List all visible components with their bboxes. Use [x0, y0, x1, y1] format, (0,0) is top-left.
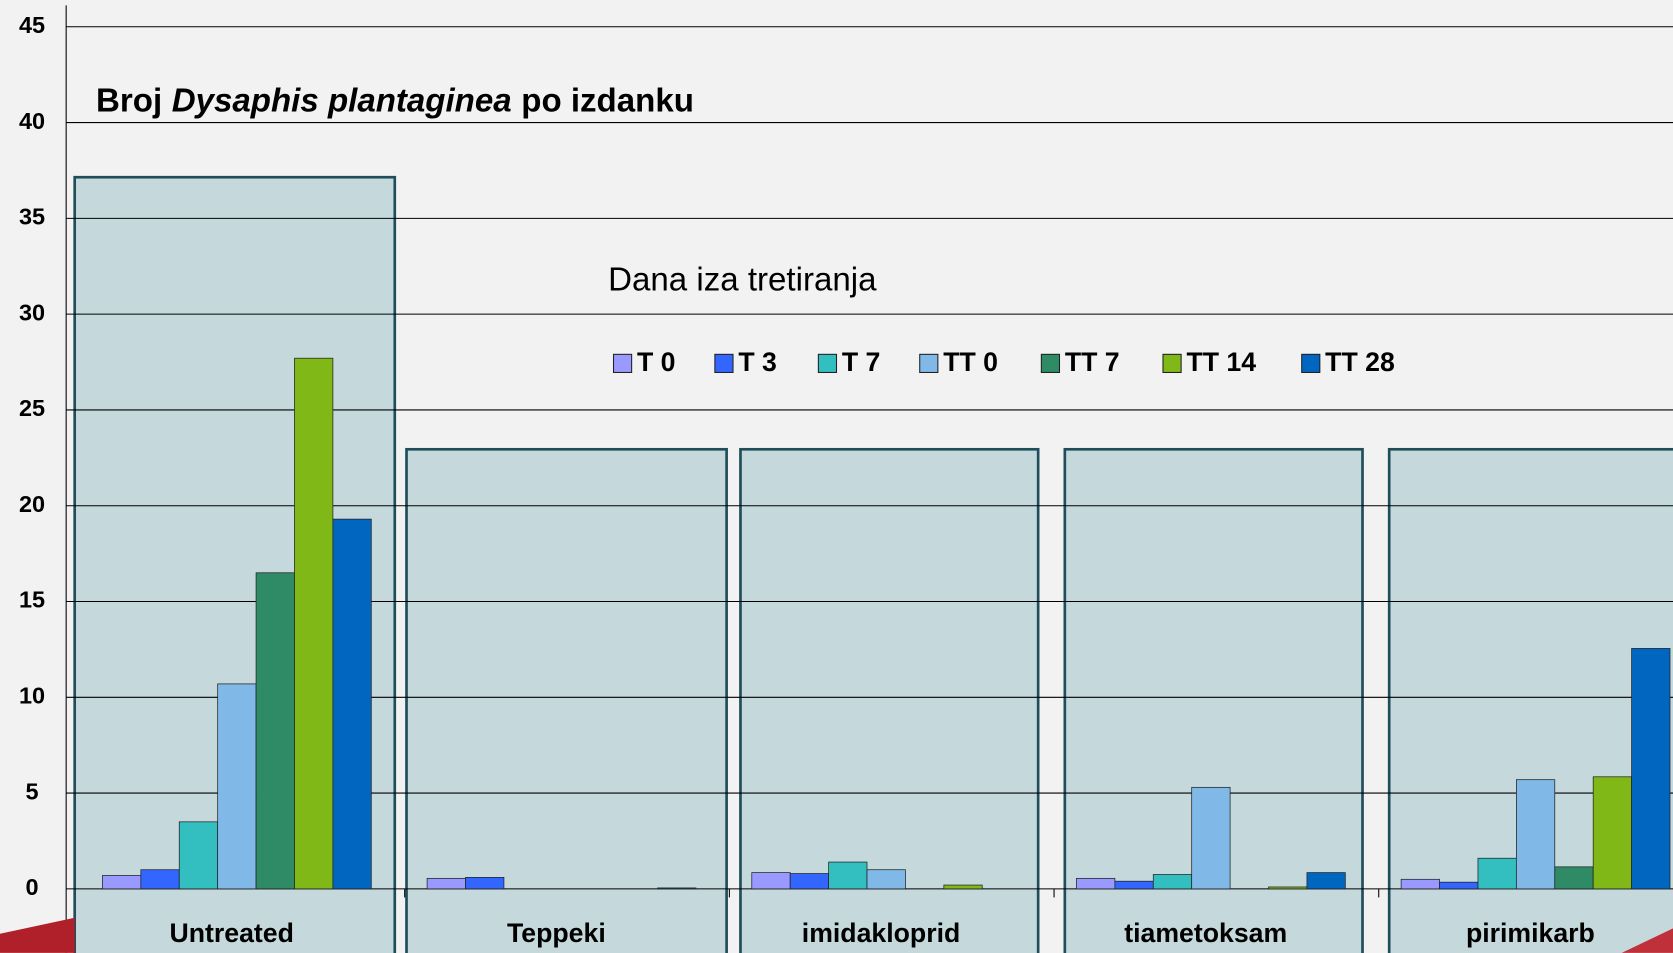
- y-tick-label: 45: [19, 12, 45, 38]
- bar: [943, 884, 983, 890]
- legend-label: T 7: [842, 347, 881, 377]
- bar: [1477, 857, 1517, 890]
- legend-swatch: [1040, 353, 1061, 374]
- bar: [1114, 880, 1154, 890]
- y-tick-label: 25: [19, 395, 45, 421]
- bar: [1152, 874, 1193, 890]
- chart-title: Broj Dysaphis plantaginea po izdanku: [96, 82, 694, 119]
- x-tick-label: pirimikarb: [1466, 918, 1595, 948]
- title-part: Dysaphis plantaginea: [172, 82, 512, 119]
- bar: [332, 518, 372, 890]
- bar: [1439, 881, 1479, 890]
- bar: [1631, 648, 1671, 890]
- bar: [1191, 786, 1231, 890]
- title-part: po izdanku: [521, 82, 694, 119]
- bar: [294, 357, 334, 890]
- bar: [866, 869, 906, 890]
- legend-swatch: [919, 353, 939, 374]
- bar: [178, 821, 219, 890]
- bars: [102, 357, 1671, 890]
- legend-swatch: [612, 353, 633, 374]
- bar: [1076, 877, 1116, 890]
- legend-label: T 0: [637, 347, 676, 377]
- legend-title: Dana iza tretiranja: [608, 262, 877, 299]
- y-tick-label: 35: [19, 204, 45, 230]
- bar: [217, 683, 257, 890]
- bar: [140, 869, 180, 890]
- legend-label: TT 0: [943, 347, 998, 377]
- bar: [751, 872, 791, 890]
- y-tick-label: 15: [19, 587, 45, 613]
- bar: [657, 887, 697, 890]
- bar: [1400, 878, 1440, 890]
- y-tick-label: 20: [19, 491, 45, 517]
- bar: [465, 877, 505, 890]
- group-box: [739, 447, 1040, 953]
- legend-label: TT 14: [1186, 347, 1256, 377]
- y-tick-label: 30: [19, 299, 45, 325]
- y-tick-label: 40: [19, 108, 45, 134]
- bar: [828, 861, 868, 890]
- bar: [1515, 779, 1556, 890]
- legend-label: TT 28: [1325, 347, 1395, 377]
- bar: [1268, 886, 1308, 890]
- x-tick-label: Teppeki: [507, 918, 606, 948]
- title-part: Broj: [96, 82, 162, 119]
- legend-swatch: [817, 353, 838, 374]
- bar: [1554, 866, 1594, 890]
- bar: [1592, 776, 1632, 890]
- x-tick-label: tiametoksam: [1124, 918, 1287, 948]
- legend-swatch: [1301, 353, 1321, 374]
- legend-swatch: [714, 353, 734, 374]
- legend-label: TT 7: [1065, 347, 1120, 377]
- y-tick-label: 0: [25, 874, 38, 900]
- bar: [426, 877, 466, 890]
- bar: [102, 875, 142, 890]
- y-tick-label: 10: [19, 683, 45, 709]
- bar: [789, 873, 829, 890]
- legend-label: T 3: [738, 347, 777, 377]
- legend-swatch: [1162, 353, 1182, 374]
- x-tick-label: Untreated: [169, 918, 293, 948]
- bar: [255, 572, 295, 890]
- group-box: [405, 447, 728, 953]
- legend: T 0 T 3 T 7 TT 0 TT 7 TT 14 TT 28: [612, 347, 1395, 377]
- x-tick-label: imidakloprid: [802, 918, 960, 948]
- y-tick-label: 5: [25, 778, 38, 804]
- bar: [1306, 872, 1346, 890]
- decoration: [0, 917, 75, 953]
